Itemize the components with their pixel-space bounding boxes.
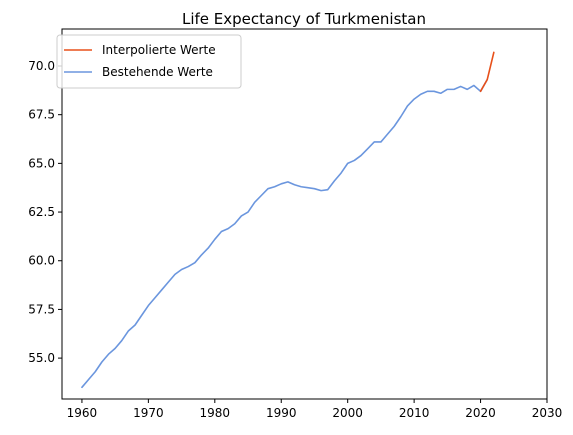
legend: Interpolierte Werte Bestehende Werte: [56, 34, 242, 89]
x-tick-label: 2020: [465, 406, 496, 420]
y-tick-label: 70.0: [28, 59, 55, 73]
y-tick-label: 55.0: [28, 351, 55, 365]
legend-label: Interpolierte Werte: [102, 43, 216, 57]
y-tick-label: 62.5: [28, 205, 55, 219]
plot-area-frame: [61, 28, 548, 400]
y-tick-label: 67.5: [28, 108, 55, 122]
x-tick-label: 1990: [266, 406, 297, 420]
x-tick-label: 1970: [133, 406, 164, 420]
x-axis: 1960 1970 1980 1990 2000 2010 2020 2030: [67, 399, 563, 420]
x-tick-label: 2000: [332, 406, 363, 420]
y-tick-label: 65.0: [28, 156, 55, 170]
x-tick-label: 2030: [532, 406, 563, 420]
y-tick-label: 57.5: [28, 302, 55, 316]
y-axis: 55.0 57.5 60.0 62.5 65.0 67.5 70.0: [28, 59, 62, 365]
series-line-1: [81, 78, 489, 389]
series-layer: [81, 51, 495, 389]
y-tick-label: 60.0: [28, 254, 55, 268]
x-tick-label: 1960: [67, 406, 98, 420]
x-tick-label: 2010: [399, 406, 430, 420]
series-line-0: [479, 51, 495, 93]
legend-box: [56, 34, 242, 89]
x-tick-label: 1980: [200, 406, 231, 420]
chart-title: Life Expectancy of Turkmenistan: [182, 10, 426, 28]
legend-label: Bestehende Werte: [102, 65, 213, 79]
